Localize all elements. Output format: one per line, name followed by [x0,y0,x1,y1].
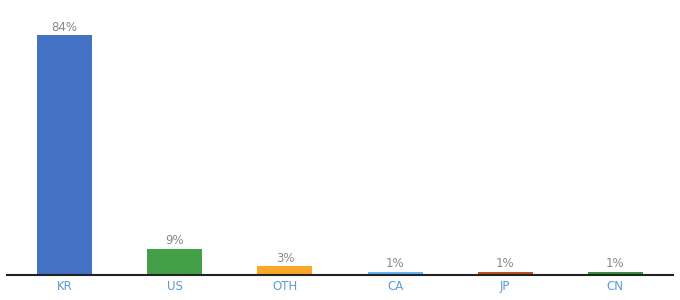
Text: 1%: 1% [386,257,405,270]
Text: 3%: 3% [275,251,294,265]
Bar [37,35,92,274]
Text: 1%: 1% [606,257,624,270]
Bar [588,272,643,274]
Bar [477,272,532,274]
Bar [258,266,313,275]
Text: 9%: 9% [165,235,184,248]
Text: 84%: 84% [52,21,78,34]
Bar [367,272,422,274]
Text: 1%: 1% [496,257,515,270]
Bar [148,249,203,274]
